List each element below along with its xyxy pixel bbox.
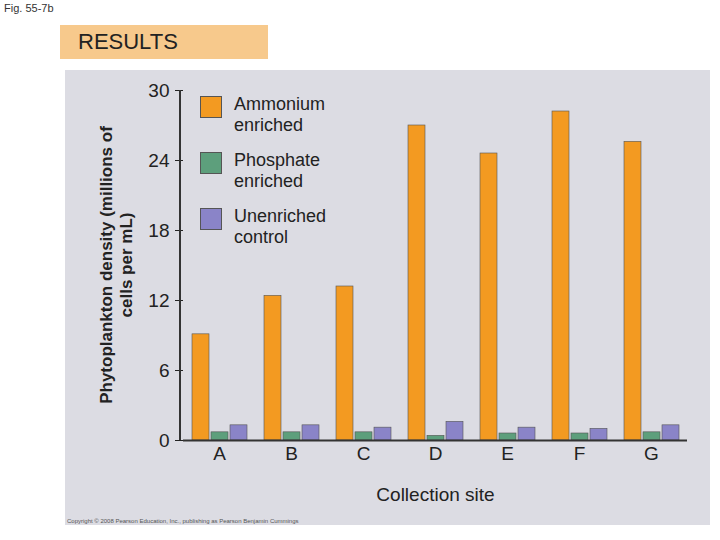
svg-text:C: C bbox=[357, 443, 371, 464]
svg-text:0: 0 bbox=[159, 430, 170, 451]
html-text:Unenriched control: Unenriched control bbox=[234, 206, 327, 247]
svg-text:A: A bbox=[213, 443, 226, 464]
svg-text:D: D bbox=[429, 443, 443, 464]
svg-text:B: B bbox=[285, 443, 298, 464]
html-text:RESULTS: RESULTS bbox=[78, 29, 178, 54]
svg-text:30: 30 bbox=[148, 80, 169, 101]
html-text:Ammonium enriched: Ammonium enriched bbox=[234, 94, 325, 135]
svg-text:18: 18 bbox=[148, 220, 169, 241]
html-text:Phytoplankton density (million: Phytoplankton density (millions of cells… bbox=[97, 126, 136, 404]
svg-text:12: 12 bbox=[148, 290, 169, 311]
svg-text:G: G bbox=[644, 443, 659, 464]
svg-text:Collection site: Collection site bbox=[376, 484, 494, 505]
svg-text:F: F bbox=[574, 443, 586, 464]
html-text:Copyright © 2008 Pearson Educa: Copyright © 2008 Pearson Education, Inc.… bbox=[67, 518, 299, 524]
svg-text:24: 24 bbox=[148, 150, 170, 171]
html-text:Phosphate enriched: Phosphate enriched bbox=[234, 150, 321, 191]
svg-text:E: E bbox=[501, 443, 514, 464]
html-text:Fig. 55-7b: Fig. 55-7b bbox=[4, 2, 54, 14]
svg-text:6: 6 bbox=[159, 360, 170, 381]
